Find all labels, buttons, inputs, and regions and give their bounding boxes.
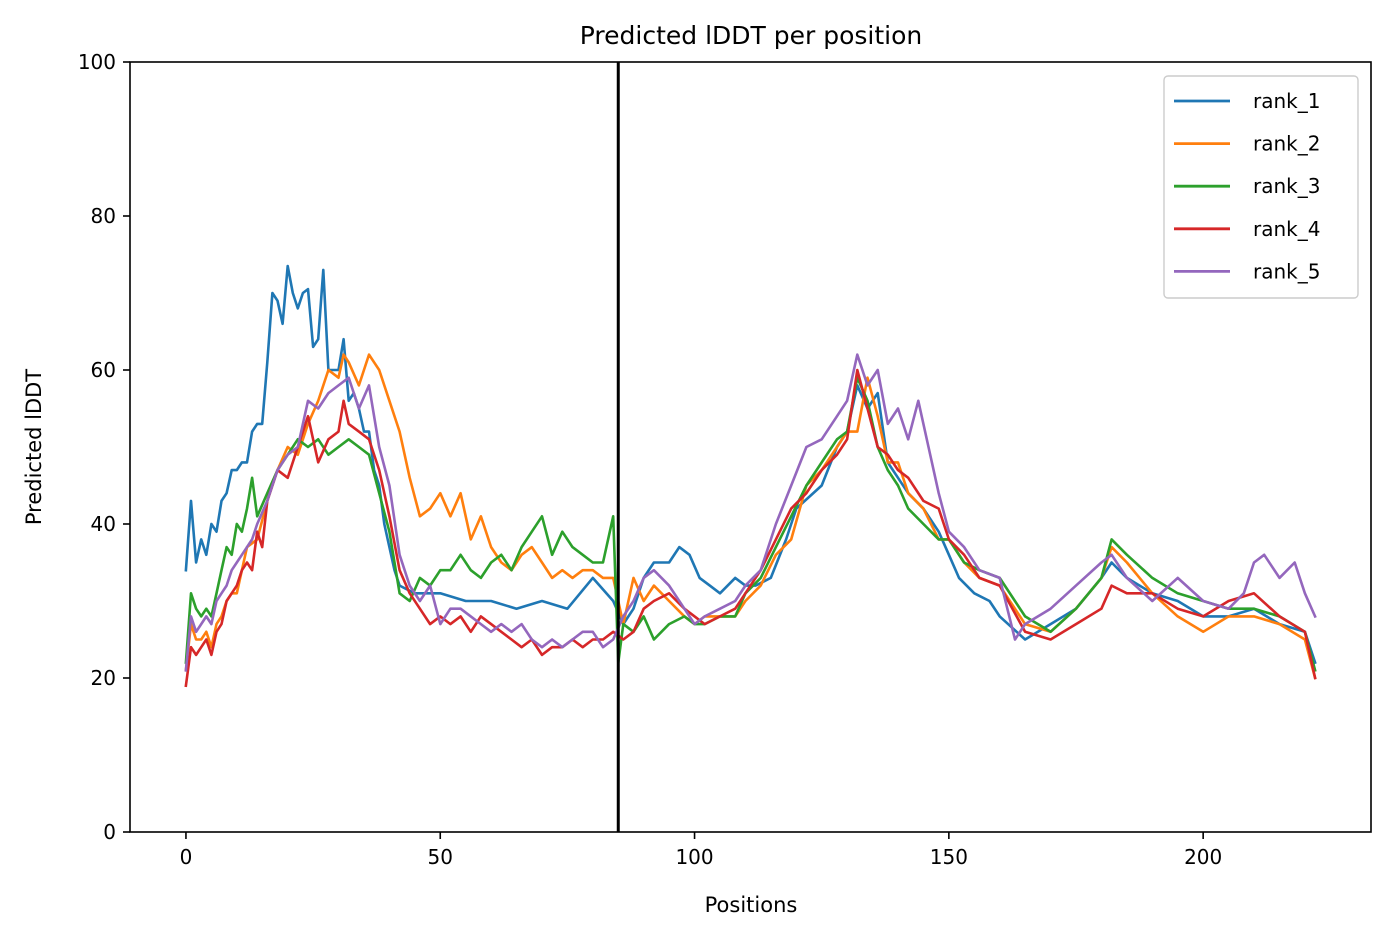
y-axis: 0 20 40 60 80 100 bbox=[78, 50, 130, 844]
x-axis-label: Positions bbox=[705, 893, 798, 917]
series-line-rank-5 bbox=[184, 353, 1317, 672]
series-layer bbox=[184, 264, 1317, 688]
y-tick-label: 20 bbox=[91, 666, 116, 690]
legend-label-rank-1: rank_1 bbox=[1253, 89, 1320, 113]
plot-frame bbox=[129, 61, 1372, 833]
x-tick-label: 150 bbox=[930, 845, 968, 869]
y-axis-label: Predicted lDDT bbox=[22, 369, 46, 525]
series-line-rank-4 bbox=[184, 368, 1317, 688]
x-tick-label: 200 bbox=[1184, 845, 1222, 869]
series-line-rank-1 bbox=[184, 264, 1317, 665]
y-tick-label: 0 bbox=[103, 820, 116, 844]
x-tick-label: 50 bbox=[428, 845, 453, 869]
legend-label-rank-2: rank_2 bbox=[1253, 132, 1320, 156]
y-tick-label: 80 bbox=[91, 204, 116, 228]
legend: rank_1 rank_2 rank_3 rank_4 rank_5 bbox=[1163, 75, 1359, 299]
x-axis: 0 50 100 150 200 bbox=[180, 832, 1222, 869]
legend-entries: rank_1 rank_2 rank_3 rank_4 rank_5 bbox=[1174, 89, 1320, 283]
x-tick-label: 100 bbox=[675, 845, 713, 869]
y-tick-label: 100 bbox=[78, 50, 116, 74]
legend-label-rank-3: rank_3 bbox=[1253, 174, 1320, 198]
y-tick-label: 40 bbox=[91, 512, 116, 536]
legend-label-rank-4: rank_4 bbox=[1253, 217, 1320, 241]
chart-title: Predicted lDDT per position bbox=[580, 21, 922, 50]
x-tick-label: 0 bbox=[180, 845, 193, 869]
y-tick-label: 60 bbox=[91, 358, 116, 382]
legend-box bbox=[1163, 75, 1359, 299]
legend-label-rank-5: rank_5 bbox=[1253, 259, 1320, 283]
